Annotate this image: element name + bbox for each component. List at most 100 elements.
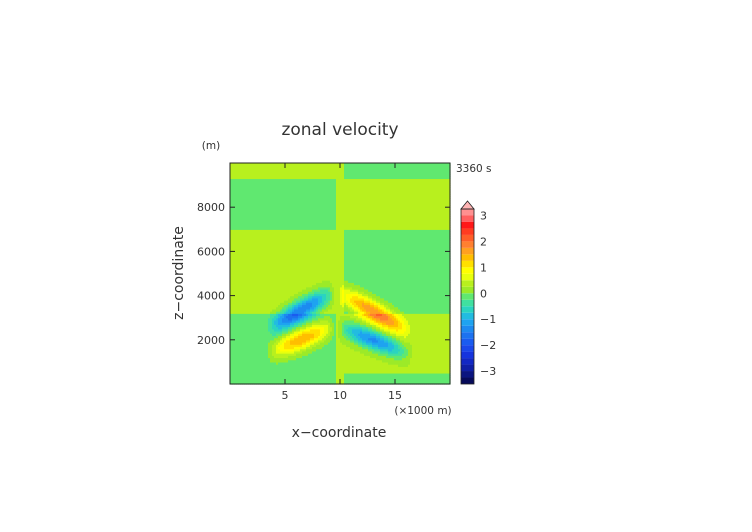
contour-cell (288, 211, 291, 215)
contour-cell (232, 284, 235, 288)
contour-cell (258, 213, 261, 217)
contour-cell (238, 288, 241, 292)
contour-cell (272, 311, 275, 314)
contour-cell (288, 196, 291, 199)
contour-cell (250, 242, 253, 246)
contour-cell (242, 216, 245, 219)
contour-cell (230, 171, 233, 175)
contour-cell (230, 218, 233, 222)
contour-cell (284, 187, 287, 191)
contour-cell (234, 304, 237, 308)
contour-cell (246, 328, 249, 332)
contour-cell (232, 333, 235, 336)
contour-cell (262, 366, 265, 370)
contour-cell (230, 350, 233, 354)
contour-cell (238, 165, 241, 169)
contour-cell (252, 381, 255, 385)
contour-cell (286, 319, 289, 323)
contour-cell (256, 258, 259, 261)
contour-cell (274, 372, 277, 376)
contour-cell (264, 346, 267, 350)
contour-cell (242, 176, 245, 180)
contour-cell (274, 182, 277, 186)
contour-cell (282, 286, 285, 290)
contour-cell (274, 304, 277, 308)
contour-cell (230, 293, 233, 297)
contour-cell (268, 238, 271, 241)
contour-cell (278, 339, 281, 343)
contour-cell (252, 176, 255, 180)
contour-cell (230, 202, 233, 206)
contour-cell (242, 258, 245, 261)
contour-cell (242, 251, 245, 255)
contour-cell (238, 366, 241, 370)
contour-cell (258, 233, 261, 237)
contour-cell (246, 339, 249, 343)
contour-cell (280, 353, 283, 356)
contour-cell (250, 233, 253, 237)
contour-cell (298, 311, 301, 314)
contour-cell (300, 357, 303, 361)
contour-cell (248, 207, 251, 211)
contour-cell (268, 220, 271, 224)
contour-cell (238, 361, 241, 365)
contour-cell (286, 204, 289, 208)
contour-cell (244, 306, 247, 310)
contour-cell (298, 339, 301, 343)
contour-cell (238, 202, 241, 206)
contour-cell (268, 196, 271, 199)
contour-cell (230, 355, 233, 359)
contour-cell (254, 328, 257, 332)
contour-cell (274, 231, 277, 235)
contour-cell (276, 306, 279, 310)
contour-cell (230, 231, 233, 235)
contour-cell (282, 284, 285, 288)
contour-cell (242, 333, 245, 336)
contour-cell (264, 277, 267, 281)
contour-cell (294, 339, 297, 343)
contour-cell (240, 355, 243, 359)
contour-cell (230, 311, 233, 314)
contour-cell (296, 238, 299, 241)
contour-cell (288, 361, 291, 365)
contour-cell (246, 238, 249, 241)
contour-cell (258, 198, 261, 202)
contour-cell (282, 330, 285, 334)
contour-cell (252, 165, 255, 169)
contour-cell (240, 176, 243, 180)
contour-cell (276, 202, 279, 206)
contour-cell (296, 308, 299, 312)
contour-cell (260, 193, 263, 197)
contour-cell (280, 229, 283, 233)
contour-cell (274, 353, 277, 356)
contour-cell (242, 182, 245, 186)
contour-cell (300, 379, 303, 383)
contour-cell (254, 291, 257, 294)
contour-cell (274, 337, 277, 341)
contour-cell (244, 211, 247, 215)
contour-cell (232, 300, 235, 303)
contour-cell (236, 227, 239, 230)
contour-cell (296, 333, 299, 336)
contour-cell (282, 370, 285, 374)
contour-cell (244, 258, 247, 261)
contour-cell (290, 284, 293, 288)
contour-cell (272, 264, 275, 268)
contour-cell (246, 211, 249, 215)
contour-cell (276, 286, 279, 290)
contour-cell (242, 315, 245, 319)
contour-cell (276, 253, 279, 257)
contour-cell (258, 313, 261, 317)
contour-cell (248, 271, 251, 275)
contour-cell (242, 269, 245, 272)
contour-cell (250, 322, 253, 325)
contour-cell (256, 297, 259, 301)
contour-cell (270, 300, 273, 303)
contour-cell (270, 302, 273, 306)
contour-cell (250, 258, 253, 261)
contour-cell (272, 315, 275, 319)
contour-cell (274, 189, 277, 193)
contour-cell (272, 220, 275, 224)
contour-cell (238, 253, 241, 257)
contour-cell (230, 211, 233, 215)
